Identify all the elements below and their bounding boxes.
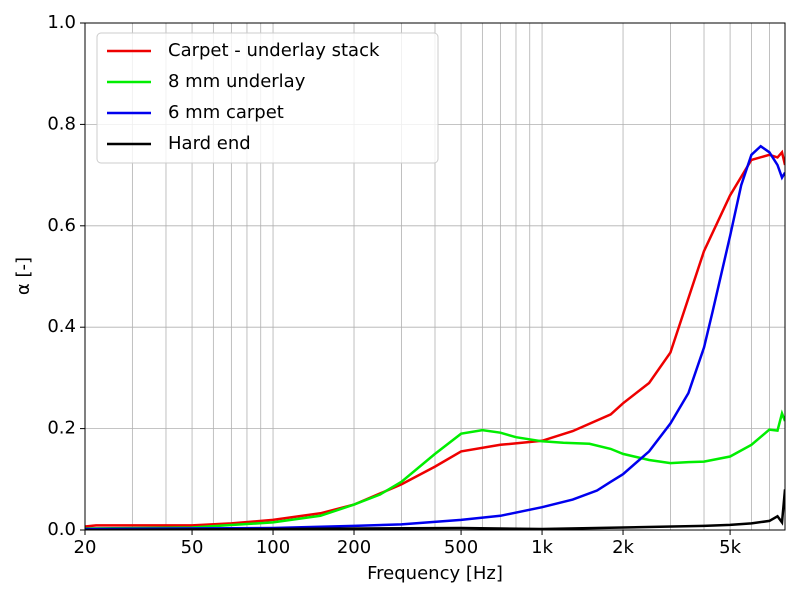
x-tick-label: 200 [337,537,371,558]
legend-box [96,32,439,164]
legend-label: 8 mm underlay [168,71,306,92]
x-tick-label: 5k [719,537,741,558]
y-axis-label: α [-] [13,257,34,295]
y-tick-label: 0.2 [47,418,76,439]
data-line [85,144,785,530]
y-tick-label: 0.4 [47,316,76,337]
x-tick-label: 1k [531,537,553,558]
data-line [85,409,785,530]
y-tick-label: 0.8 [47,113,76,134]
x-tick-label: 100 [256,537,290,558]
y-tick-label: 0.6 [47,215,76,236]
legend-label: 6 mm carpet [168,102,284,123]
data-line [85,489,785,530]
y-tick-label: 1.0 [47,12,76,33]
y-tick-label: 0.0 [47,519,76,540]
plot-frame [84,22,786,531]
x-tick-label: 50 [181,537,204,558]
x-tick-label: 500 [444,537,478,558]
x-tick-label: 20 [74,537,97,558]
legend-label: Hard end [168,133,251,154]
x-axis-label: Frequency [Hz] [367,563,503,584]
x-tick-label: 2k [612,537,634,558]
legend-label: Carpet - underlay stack [168,40,380,61]
